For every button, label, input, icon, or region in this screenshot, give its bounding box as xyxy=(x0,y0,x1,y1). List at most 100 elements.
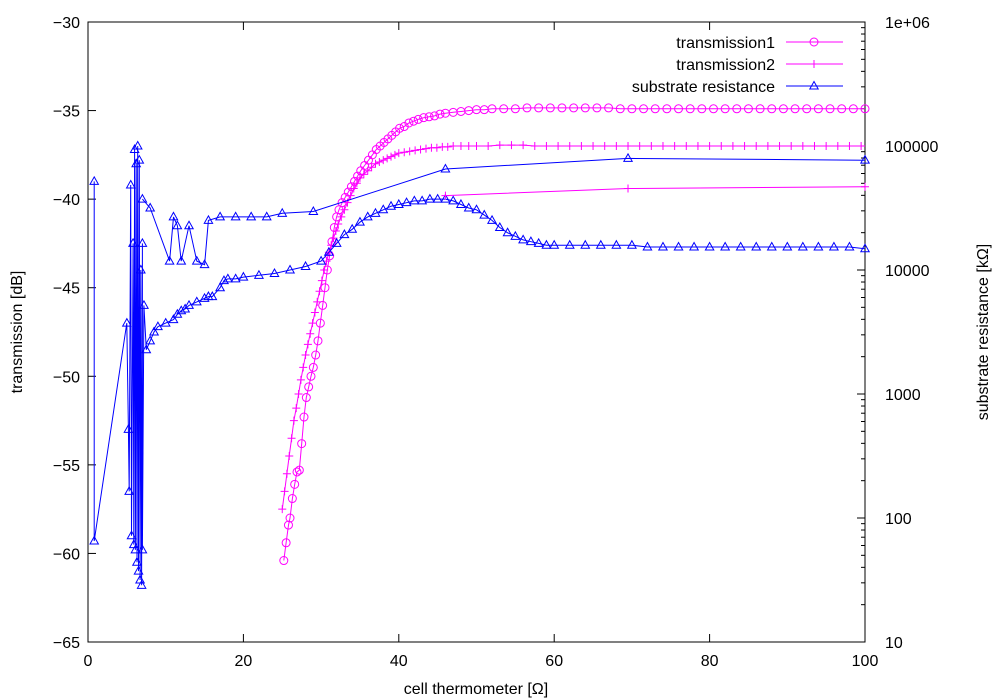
data-point xyxy=(595,239,606,249)
data-point xyxy=(183,220,195,230)
data-point xyxy=(387,152,396,161)
data-point xyxy=(848,104,858,114)
data-point xyxy=(89,535,100,545)
data-point xyxy=(766,241,777,251)
data-point xyxy=(424,193,435,203)
data-point xyxy=(287,494,297,504)
data-point xyxy=(622,152,634,162)
data-point xyxy=(825,104,835,114)
data-point xyxy=(292,404,301,413)
y2-tick-label: 100 xyxy=(885,511,912,528)
y2-tick-label: 1e+06 xyxy=(885,15,930,32)
y-axis-title: transmission [dB] xyxy=(9,271,26,394)
data-point xyxy=(215,211,226,221)
data-point xyxy=(308,206,319,216)
data-point xyxy=(367,163,376,172)
data-point xyxy=(126,530,137,540)
data-point xyxy=(650,104,660,114)
data-point xyxy=(600,142,609,150)
series-line xyxy=(93,145,866,586)
data-point xyxy=(405,147,414,156)
data-point xyxy=(782,241,793,251)
data-point xyxy=(859,154,871,164)
data-point xyxy=(697,104,707,114)
data-point xyxy=(440,163,451,173)
data-point xyxy=(352,179,361,188)
data-point xyxy=(317,276,326,285)
data-point xyxy=(525,236,536,246)
data-point xyxy=(611,239,622,249)
data-point xyxy=(580,103,590,113)
y2-axis-title: substrate resistance [kΩ] xyxy=(975,244,992,420)
data-point xyxy=(131,556,143,566)
series-line xyxy=(283,107,865,561)
data-point xyxy=(432,143,441,152)
data-point xyxy=(329,234,338,243)
data-point xyxy=(564,239,575,249)
data-point xyxy=(296,375,305,384)
data-point xyxy=(717,142,726,150)
data-point xyxy=(238,271,249,281)
data-point xyxy=(285,452,294,460)
y2-tick-label: 100000 xyxy=(885,139,938,156)
data-point xyxy=(767,104,777,114)
data-point xyxy=(443,142,452,151)
data-point xyxy=(464,142,473,150)
data-point xyxy=(545,103,555,113)
axis-ticks: 0 20 40 60 80 100 −65 −60 −55 −50 −45 −40 −35 −30 10 10… xyxy=(53,15,939,670)
data-point xyxy=(530,142,539,150)
data-point xyxy=(203,214,214,224)
series-layer xyxy=(89,103,871,589)
data-point xyxy=(297,439,307,449)
data-point xyxy=(859,243,871,253)
data-point xyxy=(486,214,498,224)
series-transmission1 xyxy=(279,103,870,566)
data-point xyxy=(323,246,334,256)
data-point xyxy=(828,241,839,251)
data-point xyxy=(743,104,753,114)
data-point xyxy=(299,363,308,372)
data-point xyxy=(320,266,329,274)
data-point xyxy=(580,239,591,249)
data-point xyxy=(301,393,311,403)
x-tick-label: 40 xyxy=(390,653,408,670)
data-point xyxy=(674,104,684,114)
data-point xyxy=(137,237,148,247)
data-point xyxy=(822,142,831,150)
data-point xyxy=(557,103,567,113)
series-line xyxy=(281,144,862,510)
data-point xyxy=(136,579,147,589)
data-point xyxy=(261,211,272,221)
data-point xyxy=(331,227,340,236)
data-point xyxy=(289,416,298,425)
data-point xyxy=(308,362,318,372)
series-substrate-resistance xyxy=(89,140,871,589)
data-point xyxy=(484,142,493,150)
data-point xyxy=(400,148,409,157)
data-point xyxy=(145,202,156,212)
data-point xyxy=(137,193,148,203)
data-point xyxy=(300,260,311,270)
data-point xyxy=(813,241,824,251)
data-point xyxy=(340,205,349,214)
data-point xyxy=(787,142,796,150)
data-point xyxy=(230,211,241,221)
data-point xyxy=(424,112,434,122)
data-point xyxy=(168,314,179,324)
data-point xyxy=(128,237,139,247)
data-point xyxy=(401,197,412,207)
data-point xyxy=(283,520,293,530)
data-point xyxy=(518,234,529,244)
data-point xyxy=(642,241,653,251)
data-point xyxy=(218,275,230,285)
data-point xyxy=(313,297,322,306)
data-point xyxy=(135,264,146,274)
data-point xyxy=(301,351,310,360)
data-point xyxy=(844,241,855,251)
data-point xyxy=(810,142,819,150)
data-point xyxy=(689,241,700,251)
data-point xyxy=(132,140,143,150)
y-tick-label: −55 xyxy=(53,458,80,475)
data-point xyxy=(134,154,145,164)
data-point xyxy=(152,321,163,331)
